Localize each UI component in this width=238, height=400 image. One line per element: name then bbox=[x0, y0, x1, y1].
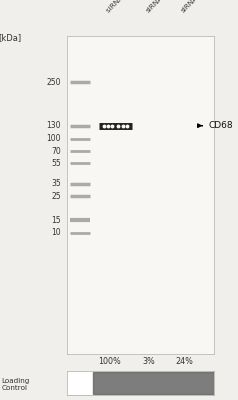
Text: siRNA ctrl: siRNA ctrl bbox=[105, 0, 134, 14]
Text: siRNA#2: siRNA#2 bbox=[180, 0, 207, 14]
Text: CD68: CD68 bbox=[208, 121, 233, 130]
Text: 130: 130 bbox=[46, 121, 61, 130]
Text: 100: 100 bbox=[46, 134, 61, 143]
Text: 25: 25 bbox=[51, 192, 61, 201]
Bar bbox=[93, 372, 214, 394]
Text: 3%: 3% bbox=[143, 357, 156, 366]
Text: 10: 10 bbox=[51, 228, 61, 237]
Text: 70: 70 bbox=[51, 147, 61, 156]
Text: 250: 250 bbox=[46, 78, 61, 87]
Text: 55: 55 bbox=[51, 159, 61, 168]
Text: Loading
Control: Loading Control bbox=[1, 378, 30, 391]
Text: 24%: 24% bbox=[176, 357, 194, 366]
Text: 100%: 100% bbox=[98, 357, 121, 366]
Text: siRNA#1: siRNA#1 bbox=[145, 0, 172, 14]
Text: 15: 15 bbox=[51, 216, 61, 225]
Text: 35: 35 bbox=[51, 179, 61, 188]
Text: [kDa]: [kDa] bbox=[0, 34, 21, 42]
